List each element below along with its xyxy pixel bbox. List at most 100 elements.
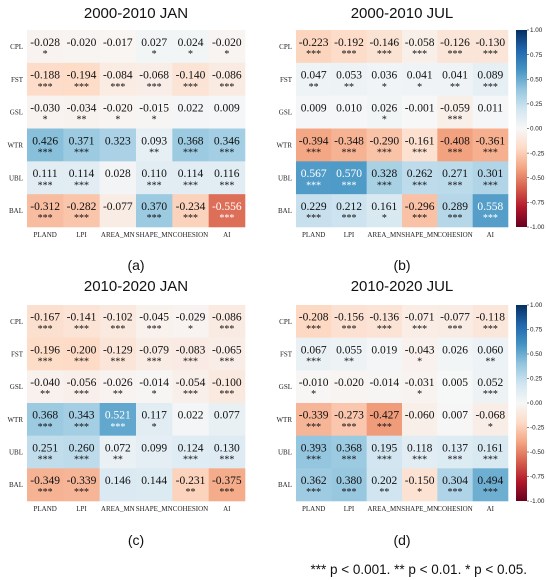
heatmap-cell <box>437 468 473 502</box>
row-tick-label: FST <box>11 76 24 84</box>
cell-significance-label: *** <box>412 324 427 335</box>
cell-value-label: 0.137 <box>442 442 468 454</box>
cell-significance-label: *** <box>483 389 498 400</box>
cell-value-label: -0.296 <box>405 201 435 213</box>
heatmap-cell <box>99 62 137 96</box>
cell-value-label: -0.167 <box>30 312 60 324</box>
cell-significance-label: ** <box>40 389 50 400</box>
heatmap-cell <box>63 128 100 162</box>
row-tick-label: WTR <box>276 141 292 149</box>
cell-value-label: -0.556 <box>212 201 242 213</box>
cell-value-label: -0.375 <box>212 475 242 487</box>
cell-value-label: 0.521 <box>105 410 131 422</box>
cell-value-label: -0.040 <box>30 377 60 389</box>
colorbar-tick-label: -0.25 <box>530 425 545 432</box>
cell-significance-label: *** <box>448 454 463 465</box>
heatmap-cell <box>172 30 209 64</box>
column-tick-label: PLAND <box>302 231 325 239</box>
cell-value-label: -0.083 <box>176 344 206 356</box>
cell-value-label: -0.394 <box>299 135 329 147</box>
cell-value-label: 0.124 <box>178 442 204 454</box>
cell-significance-label: *** <box>38 324 53 335</box>
cell-value-label: -0.361 <box>475 135 505 147</box>
cell-value-label: -0.031 <box>405 377 435 389</box>
cell-significance-label: *** <box>183 180 198 191</box>
cell-value-label: 0.024 <box>178 37 204 49</box>
cell-significance-label: *** <box>219 180 234 191</box>
cell-value-label: 0.118 <box>407 442 433 454</box>
heatmap-cell <box>296 161 332 195</box>
cell-value-label: -0.034 <box>67 102 97 114</box>
heatmap-cell <box>208 435 246 469</box>
heatmap-cell <box>366 337 403 371</box>
heatmap-cell <box>136 337 173 371</box>
heatmap-cell <box>172 194 209 228</box>
row-tick-label: CPL <box>10 318 23 326</box>
heatmap-cell <box>99 95 137 129</box>
heatmap-cell <box>366 62 403 96</box>
heatmap-cell <box>99 370 137 404</box>
cell-value-label: 0.130 <box>214 442 240 454</box>
colorbar-tick-label: -0.75 <box>530 200 545 207</box>
colorbar-tick-label: 0.25 <box>530 101 543 108</box>
cell-significance-label: *** <box>448 49 463 60</box>
heatmap-cell <box>402 468 438 502</box>
cell-significance-label: *** <box>219 82 234 93</box>
heatmap-cell <box>63 95 100 129</box>
heatmap-cell <box>402 62 438 96</box>
cell-value-label: 0.368 <box>336 442 362 454</box>
cell-value-label: 0.323 <box>105 135 131 147</box>
cell-value-label: 0.251 <box>32 442 58 454</box>
heatmap-cell <box>99 161 137 195</box>
heatmap-cell <box>172 403 209 436</box>
cell-value-label: 0.009 <box>301 102 327 114</box>
cell-value-label: 0.558 <box>477 201 503 213</box>
cell-value-label: 0.370 <box>141 201 167 213</box>
cell-significance-label: *** <box>183 356 198 367</box>
cell-value-label: 0.026 <box>442 344 468 356</box>
cell-significance-label: *** <box>219 213 234 224</box>
cell-value-label: 0.116 <box>214 168 240 180</box>
cell-significance-label: *** <box>147 213 162 224</box>
cell-value-label: 0.077 <box>214 410 240 422</box>
heatmap-cell <box>437 403 473 436</box>
cell-value-label: 0.053 <box>336 70 362 82</box>
cell-value-label: 0.328 <box>371 168 397 180</box>
cell-value-label: -0.118 <box>476 312 506 324</box>
cell-value-label: -0.020 <box>67 37 97 49</box>
cell-value-label: -0.126 <box>440 37 470 49</box>
cell-value-label: -0.086 <box>212 312 242 324</box>
heatmap-cell <box>208 370 246 404</box>
cell-value-label: 0.028 <box>105 168 131 180</box>
heatmap-cell <box>99 337 137 371</box>
cell-value-label: 0.110 <box>141 168 167 180</box>
heatmap-cell <box>472 62 509 96</box>
cell-value-label: -0.427 <box>369 410 399 422</box>
row-tick-label: UBL <box>278 174 292 182</box>
heatmap-cell <box>366 403 403 436</box>
heatmap-cell <box>296 370 332 404</box>
heatmap-cell <box>366 194 403 228</box>
cell-significance-label: *** <box>342 454 357 465</box>
cell-significance-label: ** <box>344 356 354 367</box>
cell-value-label: 0.019 <box>371 344 397 356</box>
heatmap-cell <box>402 95 438 129</box>
cell-value-label: -0.014 <box>369 377 399 389</box>
cell-significance-label: *** <box>38 82 53 93</box>
cell-value-label: -0.068 <box>139 70 169 82</box>
heatmap-cell <box>331 161 367 195</box>
cell-significance-label: *** <box>412 213 427 224</box>
heatmap-cell <box>437 337 473 371</box>
colorbar-tick-label: -0.50 <box>530 449 545 456</box>
cell-value-label: -0.030 <box>30 102 60 114</box>
cell-value-label: -0.146 <box>369 37 399 49</box>
cell-significance-label: ** <box>344 82 354 93</box>
cell-significance-label: * <box>152 389 157 400</box>
heatmap-cell <box>331 337 367 371</box>
cell-significance-label: *** <box>38 356 53 367</box>
cell-value-label: 0.047 <box>301 70 327 82</box>
cell-significance-label: ** <box>149 147 159 158</box>
cell-significance-label: *** <box>448 180 463 191</box>
heatmap-cell <box>437 194 473 228</box>
